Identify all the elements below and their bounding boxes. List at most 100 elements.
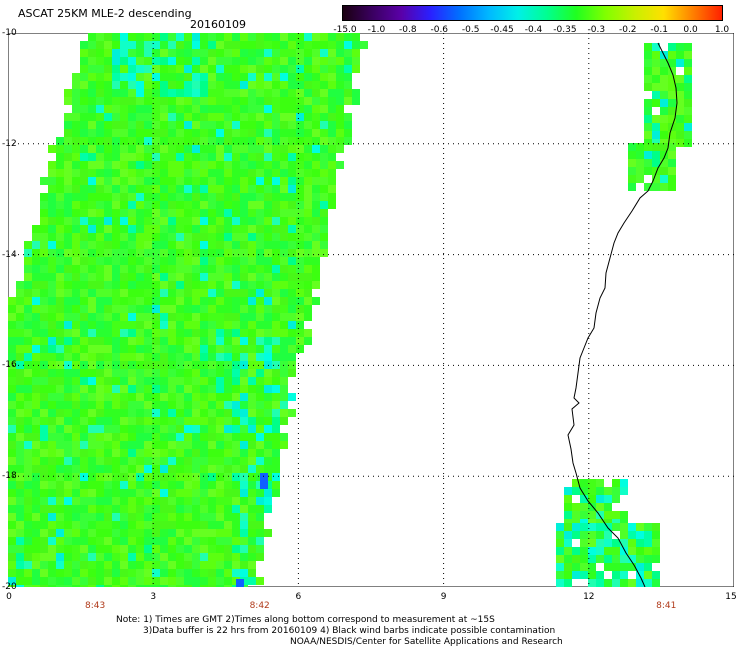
wind-cell xyxy=(184,121,192,129)
wind-cell xyxy=(684,43,692,51)
wind-cell xyxy=(344,73,352,81)
wind-cell xyxy=(88,105,96,113)
wind-cell xyxy=(32,377,40,385)
wind-cell xyxy=(264,113,272,121)
wind-cell xyxy=(320,161,328,169)
wind-cell xyxy=(628,555,636,563)
wind-cell xyxy=(192,433,200,441)
longitude-label: 0 xyxy=(6,592,12,602)
wind-cell xyxy=(88,465,96,473)
wind-cell xyxy=(152,137,160,145)
wind-cell xyxy=(80,353,88,361)
wind-cell xyxy=(120,529,128,537)
wind-cell xyxy=(192,89,200,97)
wind-cell xyxy=(256,241,264,249)
wind-cell xyxy=(160,481,168,489)
wind-cell xyxy=(88,425,96,433)
wind-cell xyxy=(88,281,96,289)
wind-cell xyxy=(144,569,152,577)
wind-cell xyxy=(112,297,120,305)
wind-cell xyxy=(160,257,168,265)
wind-cell xyxy=(208,361,216,369)
wind-cell xyxy=(176,57,184,65)
wind-cell xyxy=(96,553,104,561)
wind-cell xyxy=(120,465,128,473)
wind-cell xyxy=(72,113,80,121)
wind-cell xyxy=(224,177,232,185)
wind-cell xyxy=(80,321,88,329)
wind-cell xyxy=(112,393,120,401)
wind-cell xyxy=(224,513,232,521)
wind-cell xyxy=(104,457,112,465)
wind-cell xyxy=(660,107,668,115)
wind-cell xyxy=(160,409,168,417)
wind-cell xyxy=(280,185,288,193)
wind-cell xyxy=(200,305,208,313)
wind-cell xyxy=(184,553,192,561)
wind-cell xyxy=(644,99,652,107)
wind-cell xyxy=(208,185,216,193)
wind-cell xyxy=(604,523,612,531)
wind-cell xyxy=(8,481,16,489)
wind-cell xyxy=(256,529,264,537)
wind-cell xyxy=(144,265,152,273)
wind-cell xyxy=(224,497,232,505)
wind-cell xyxy=(144,561,152,569)
wind-cell xyxy=(352,49,360,57)
wind-cell xyxy=(96,105,104,113)
wind-cell xyxy=(136,577,144,585)
wind-cell xyxy=(88,577,96,585)
wind-cell xyxy=(96,521,104,529)
wind-cell xyxy=(580,571,588,579)
wind-cell xyxy=(16,393,24,401)
wind-cell xyxy=(208,225,216,233)
wind-cell xyxy=(16,377,24,385)
wind-cell xyxy=(240,249,248,257)
wind-cell xyxy=(24,441,32,449)
wind-cell xyxy=(104,97,112,105)
wind-cell xyxy=(280,73,288,81)
wind-cell xyxy=(208,97,216,105)
wind-cell xyxy=(216,33,224,41)
wind-cell xyxy=(304,129,312,137)
wind-cell xyxy=(88,473,96,481)
wind-cell xyxy=(272,161,280,169)
wind-cell xyxy=(24,281,32,289)
wind-cell xyxy=(176,417,184,425)
wind-cell xyxy=(320,65,328,73)
wind-cell xyxy=(556,555,564,563)
wind-cell xyxy=(168,121,176,129)
wind-cell xyxy=(192,73,200,81)
wind-cell xyxy=(176,385,184,393)
wind-cell xyxy=(128,553,136,561)
wind-cell xyxy=(176,265,184,273)
wind-cell xyxy=(96,161,104,169)
wind-cell xyxy=(112,209,120,217)
wind-cell xyxy=(136,313,144,321)
wind-cell xyxy=(72,561,80,569)
wind-cell xyxy=(240,457,248,465)
wind-cell xyxy=(192,361,200,369)
wind-cell xyxy=(644,75,652,83)
wind-cell xyxy=(40,369,48,377)
wind-cell xyxy=(64,425,72,433)
wind-cell xyxy=(612,571,620,579)
wind-cell xyxy=(88,561,96,569)
wind-cell xyxy=(16,313,24,321)
wind-cell xyxy=(128,281,136,289)
wind-cell xyxy=(96,401,104,409)
wind-cell xyxy=(48,377,56,385)
wind-cell xyxy=(112,177,120,185)
wind-cell xyxy=(328,113,336,121)
wind-cell xyxy=(120,385,128,393)
wind-cell xyxy=(256,273,264,281)
wind-cell xyxy=(232,401,240,409)
wind-cell xyxy=(280,169,288,177)
wind-cell xyxy=(272,377,280,385)
wind-cell xyxy=(88,241,96,249)
wind-cell xyxy=(192,65,200,73)
wind-cell xyxy=(288,169,296,177)
wind-cell xyxy=(248,137,256,145)
wind-cell xyxy=(288,241,296,249)
wind-cell xyxy=(168,561,176,569)
